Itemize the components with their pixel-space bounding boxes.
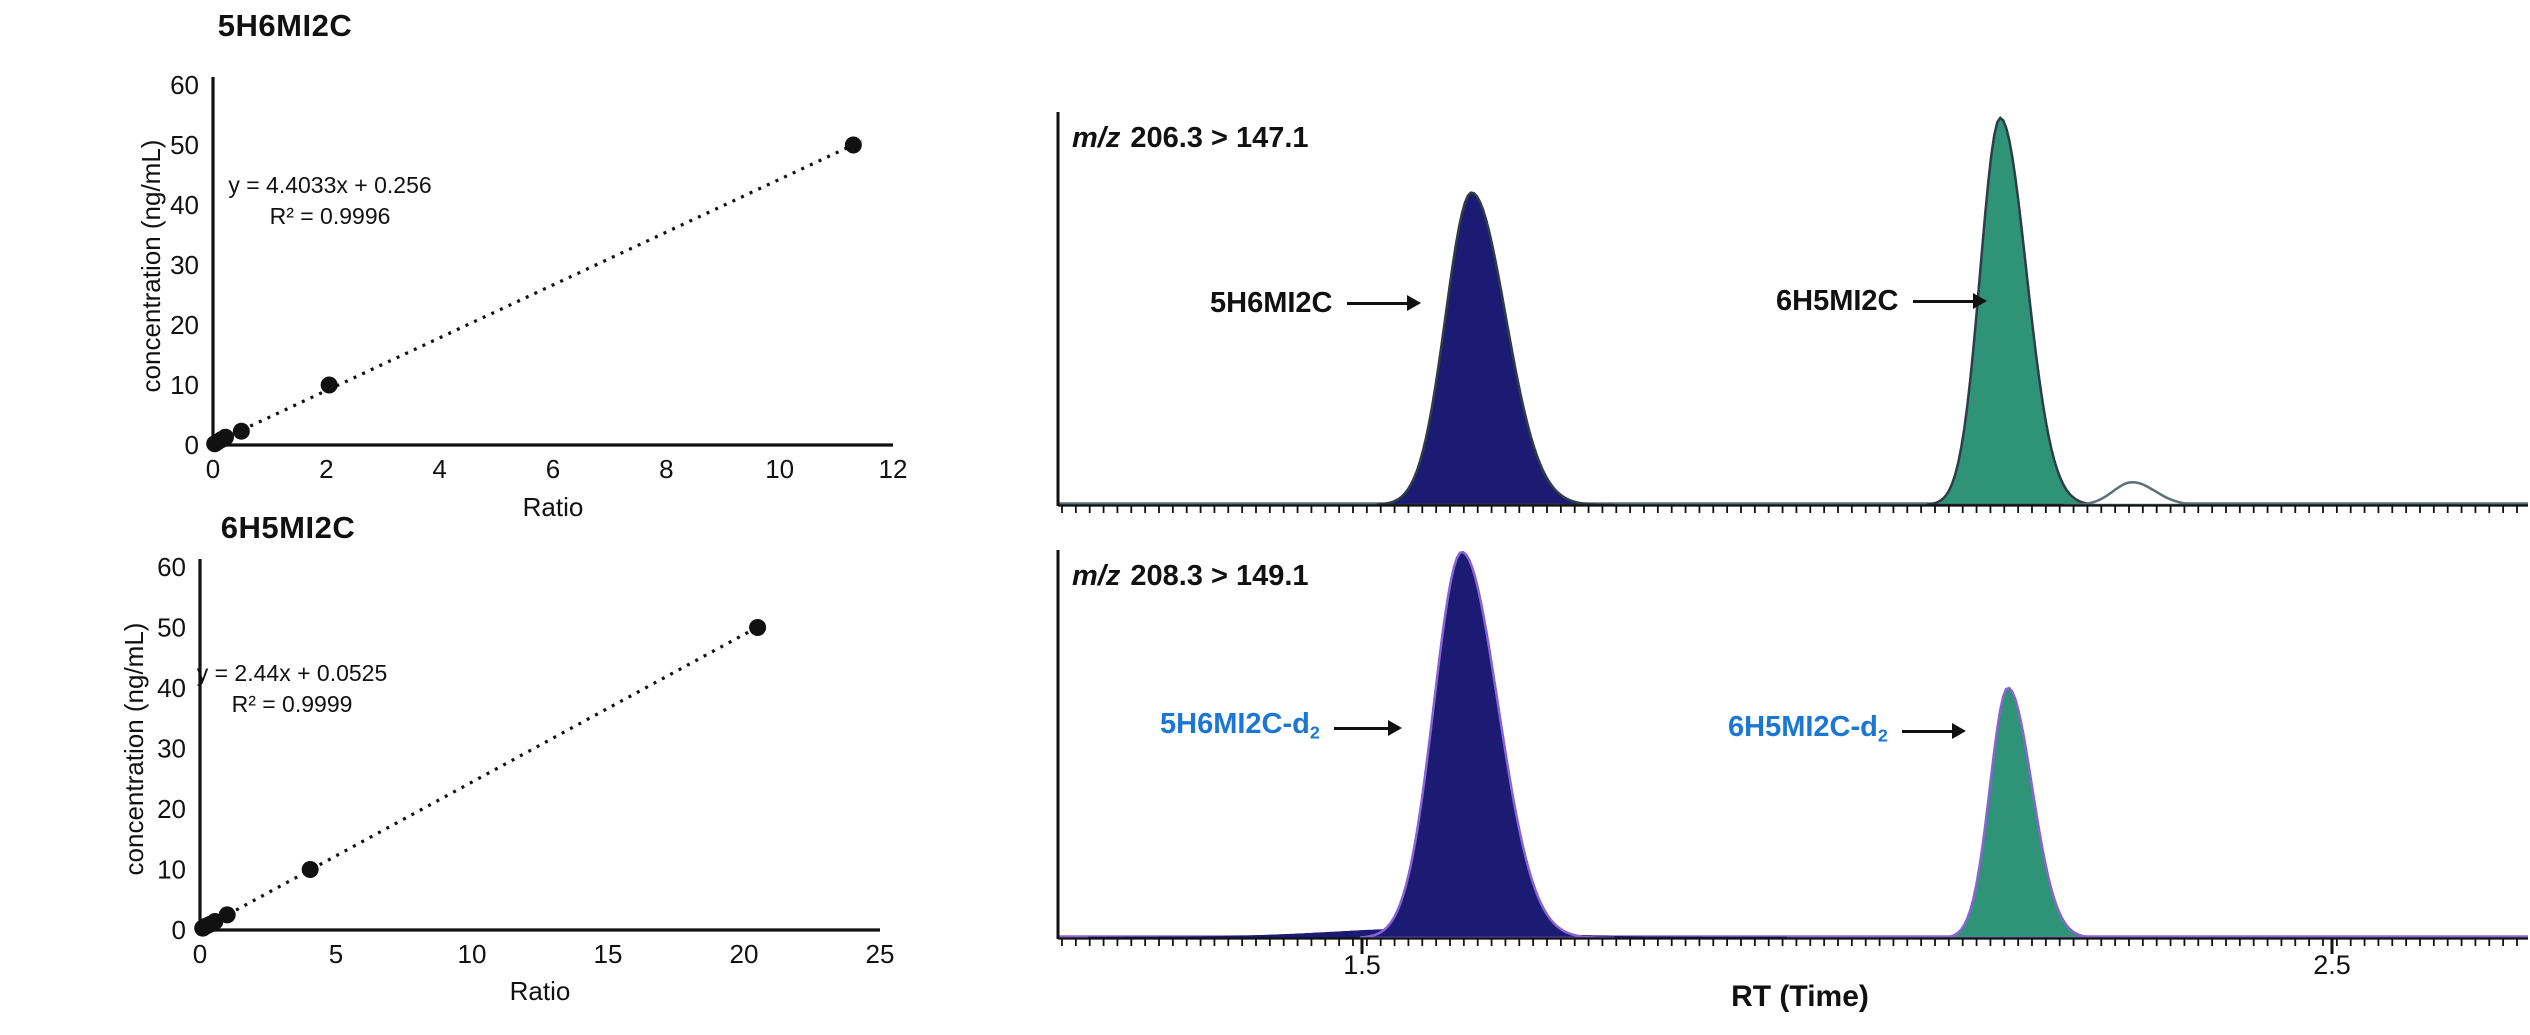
- y-tick-label: 30: [170, 250, 199, 280]
- y-tick-label: 0: [185, 430, 199, 460]
- calibration-6H5MI2C-plot: 0 5 10 15 20 25 0 10 20 30 40 50 60: [157, 552, 894, 969]
- mz-transition-values: 206.3 > 147.1: [1130, 122, 1309, 154]
- plot1-equation: y = 4.4033x + 0.256 R² = 0.9996: [170, 170, 490, 232]
- y-tick-label: 60: [170, 70, 199, 100]
- data-point: [320, 376, 338, 394]
- data-point: [301, 861, 319, 878]
- data-point: [232, 422, 250, 440]
- y-tick-label: 30: [157, 734, 186, 764]
- plot1-equation-line2: R² = 0.9996: [269, 203, 391, 229]
- data-point: [749, 619, 767, 636]
- mz-italic-prefix: m/z: [1072, 560, 1121, 592]
- rt-tick-label-2-5: 2.5: [2313, 950, 2351, 980]
- rt-tick-label-1-5: 1.5: [1343, 950, 1381, 980]
- y-tick-label: 10: [170, 370, 199, 400]
- axis-lines: [198, 559, 880, 932]
- rt-axis-title: RT (Time): [1731, 980, 1869, 1013]
- x-tick-label: 8: [659, 454, 673, 484]
- x-tick-label: 12: [879, 454, 908, 484]
- plot2-title: 6H5MI2C: [220, 510, 356, 545]
- chromatogram-peak-5H6MI2C-d2: [1359, 550, 1615, 940]
- y-tick-label: 20: [170, 310, 199, 340]
- x-tick-label: 6: [546, 454, 560, 484]
- mz-transition-values: 208.3 > 149.1: [1130, 560, 1309, 592]
- y-tick-label: 60: [157, 552, 186, 582]
- plot2-equation-line1: y = 2.44x + 0.0525: [196, 660, 388, 686]
- y-tick-label: 10: [157, 855, 186, 885]
- y-tick-label: 0: [172, 915, 186, 945]
- x-tick-label: 4: [432, 454, 446, 484]
- chromatogram-top-mz-label: m/z 206.3 > 147.1: [1072, 122, 1309, 155]
- plot1-title: 5H6MI2C: [217, 8, 353, 43]
- chromatogram-peak-6H5MI2C-d2: [1941, 686, 2109, 940]
- plot1-y-axis-label: concentration (ng/mL): [136, 139, 166, 393]
- axis-lines: [211, 77, 893, 447]
- x-tick-label: 10: [765, 454, 794, 484]
- x-tick-label: 25: [866, 939, 895, 969]
- x-tick-label: 2: [319, 454, 333, 484]
- plot1-equation-line1: y = 4.4033x + 0.256: [228, 172, 432, 198]
- chromatogram-peak-unlabeled-minor: [2063, 480, 2229, 507]
- y-tick-label: 50: [157, 613, 186, 643]
- x-tick-label: 20: [730, 939, 759, 969]
- plot2-x-axis-label: Ratio: [509, 976, 571, 1006]
- y-tick-label: 40: [170, 190, 199, 220]
- trendline: [201, 621, 767, 930]
- data-point: [216, 428, 234, 446]
- y-tick-label: 20: [157, 794, 186, 824]
- y-tick-label: 50: [170, 130, 199, 160]
- calibration-5H6MI2C-plot: 0 2 4 6 8 10 12 0 10 20 30 40 50 60: [170, 70, 907, 484]
- plot2-y-axis-label: concentration (ng/mL): [119, 622, 149, 876]
- x-tick-label: 15: [594, 939, 623, 969]
- x-tick-label: 5: [329, 939, 343, 969]
- chromatogram-peak-6H5MI2C: [1927, 116, 2110, 507]
- chromatogram-peak-5H6MI2C: [1376, 191, 1615, 507]
- x-tick-label: 0: [193, 939, 207, 969]
- x-tick-label: 10: [458, 939, 487, 969]
- plot1-x-axis-label: Ratio: [522, 492, 584, 522]
- chromatogram-bottom-mz-label: m/z 208.3 > 149.1: [1072, 560, 1309, 593]
- ms-trace-208-panel: [1056, 550, 2528, 954]
- x-tick-label: 0: [206, 454, 220, 484]
- y-tick-label: 40: [157, 673, 186, 703]
- plot2-equation: y = 2.44x + 0.0525 R² = 0.9999: [132, 658, 452, 720]
- plot2-equation-line2: R² = 0.9999: [231, 691, 353, 717]
- mz-italic-prefix: m/z: [1072, 122, 1121, 154]
- data-point: [844, 136, 862, 154]
- ms-trace-206-panel: [1056, 112, 2528, 513]
- data-point: [218, 906, 236, 924]
